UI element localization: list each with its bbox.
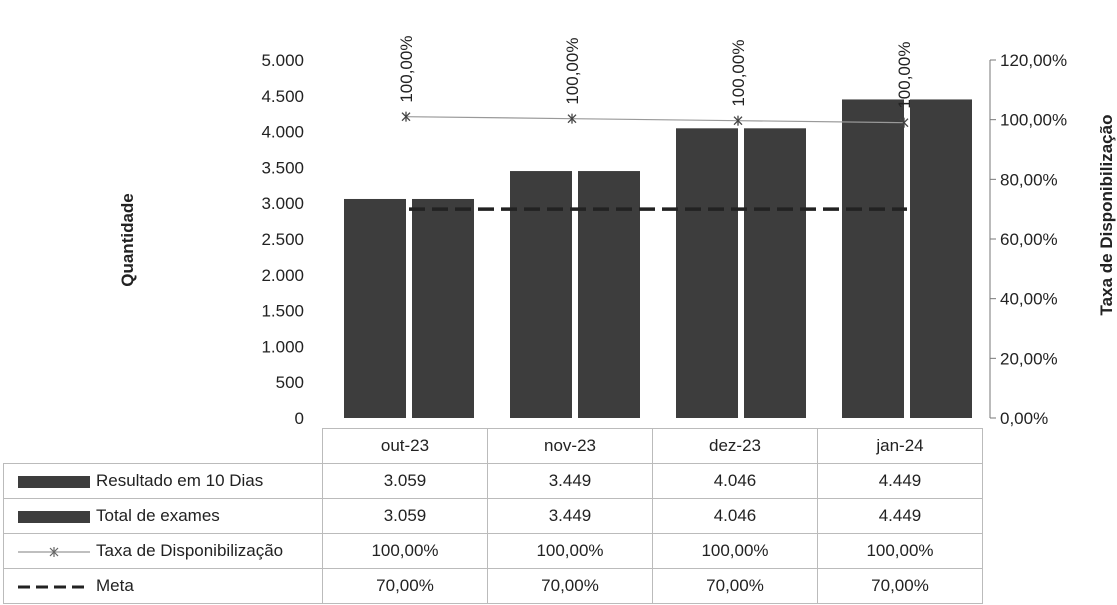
data-labels: 100,00% 100,00% 100,00% 100,00% [397, 36, 914, 109]
rate-line [401, 111, 909, 128]
y-tick-label: 1.500 [261, 302, 304, 321]
table-cell: 4.046 [652, 463, 818, 499]
y-tick-label: 4.500 [261, 87, 304, 106]
rate-data-label: 100,00% [895, 42, 914, 109]
rate-data-label: 100,00% [563, 38, 582, 105]
bars [344, 99, 972, 418]
data-table: out-23 nov-23 dez-23 jan-24 Resultado em… [3, 428, 983, 604]
table-cell: 3.449 [487, 463, 653, 499]
rate-series-line [405, 116, 905, 124]
table-cell: 4.046 [652, 498, 818, 534]
table-category: jan-24 [817, 428, 983, 464]
rate-point [899, 117, 909, 128]
line-marker-swatch-icon [18, 546, 90, 557]
y2-tick-label: 120,00% [1000, 51, 1067, 70]
y2-tick-label: 80,00% [1000, 170, 1058, 189]
rate-point [401, 111, 411, 122]
table-cell: 100,00% [652, 533, 818, 569]
legend-key: Taxa de Disponibilização [3, 533, 323, 569]
y-tick-label: 500 [276, 373, 304, 392]
series-name: Meta [96, 576, 134, 595]
y2-axis-title: Taxa de Disponibilização [1097, 115, 1116, 316]
legend-key: Resultado em 10 Dias [3, 463, 323, 499]
rate-data-label: 100,00% [397, 36, 416, 103]
table-category: dez-23 [652, 428, 818, 464]
rate-point [733, 115, 743, 126]
bar [412, 198, 474, 418]
y-tick-label: 4.000 [261, 123, 304, 142]
series-name: Resultado em 10 Dias [96, 471, 264, 490]
table-row: Total de exames 3.059 3.449 4.046 4.449 [3, 498, 983, 534]
left-axis-ticks: 0 500 1.000 1.500 2.000 2.500 3.000 3.500 4.000 4… [261, 51, 304, 428]
y-tick-label: 3.000 [261, 194, 304, 213]
table-cell: 70,00% [322, 568, 488, 604]
right-axis: 0,00% 20,00% 40,00% 60,00% 80,00% 100,00% 120,… [989, 51, 1067, 428]
table-row: Taxa de Disponibilização 100,00% 100,00%… [3, 533, 983, 569]
rate-data-label: 100,00% [729, 40, 748, 107]
bar-swatch-icon [18, 510, 90, 523]
bar [344, 198, 406, 418]
table-cell: 70,00% [487, 568, 653, 604]
table-cell: 100,00% [487, 533, 653, 569]
bar [510, 171, 572, 418]
table-category: out-23 [322, 428, 488, 464]
bar [910, 99, 972, 418]
combo-chart: 0 500 1.000 1.500 2.000 2.500 3.000 3.500 4.000 4… [118, 36, 1116, 428]
bar [842, 99, 904, 418]
bar [744, 128, 806, 418]
bar-swatch-icon [18, 475, 90, 488]
bar [676, 128, 738, 418]
table-cell: 70,00% [817, 568, 983, 604]
y-tick-label: 2.500 [261, 230, 304, 249]
table-cell: 3.059 [322, 498, 488, 534]
y-tick-label: 3.500 [261, 158, 304, 177]
table-cell: 3.449 [487, 498, 653, 534]
y2-tick-label: 0,00% [1000, 409, 1048, 428]
table-cell: 3.059 [322, 463, 488, 499]
legend-key: Meta [3, 568, 323, 604]
legend-key: Total de exames [3, 498, 323, 534]
y-tick-label: 2.000 [261, 266, 304, 285]
y-tick-label: 1.000 [261, 337, 304, 356]
rate-point [567, 113, 577, 124]
table-cell: 100,00% [817, 533, 983, 569]
bar [578, 171, 640, 418]
y-tick-label: 0 [295, 409, 304, 428]
table-category: nov-23 [487, 428, 653, 464]
table-row: Meta 70,00% 70,00% 70,00% 70,00% [3, 568, 983, 604]
y2-tick-label: 20,00% [1000, 349, 1058, 368]
y-tick-label: 5.000 [261, 51, 304, 70]
dashed-line-swatch-icon [18, 585, 90, 589]
table-corner [4, 429, 323, 464]
y2-tick-label: 60,00% [1000, 230, 1058, 249]
y-axis-title: Quantidade [118, 193, 137, 287]
y2-tick-label: 40,00% [1000, 290, 1058, 309]
y2-tick-label: 100,00% [1000, 111, 1067, 130]
table-header-row: out-23 nov-23 dez-23 jan-24 [4, 428, 983, 464]
series-name: Total de exames [96, 506, 220, 525]
table-row: Resultado em 10 Dias 3.059 3.449 4.046 4… [3, 463, 983, 499]
table-cell: 100,00% [322, 533, 488, 569]
series-name: Taxa de Disponibilização [96, 541, 284, 560]
table-cell: 70,00% [652, 568, 818, 604]
table-cell: 4.449 [817, 498, 983, 534]
table-cell: 4.449 [817, 463, 983, 499]
